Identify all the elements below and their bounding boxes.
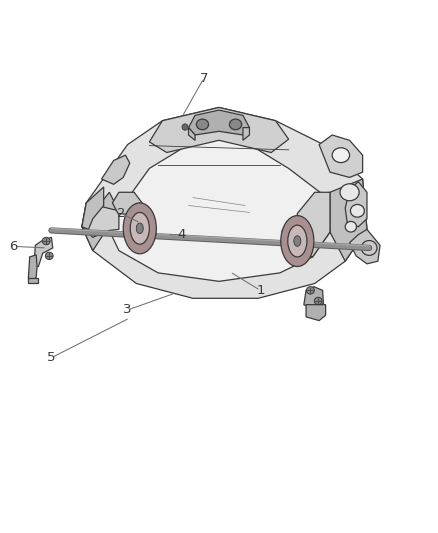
Ellipse shape [42, 237, 50, 245]
Ellipse shape [230, 119, 242, 130]
Polygon shape [82, 187, 104, 229]
Polygon shape [243, 127, 250, 140]
Ellipse shape [182, 124, 188, 130]
Polygon shape [34, 237, 53, 266]
Ellipse shape [196, 119, 208, 130]
Polygon shape [319, 135, 363, 177]
Text: 4: 4 [178, 228, 186, 241]
Polygon shape [113, 192, 143, 215]
Text: 6: 6 [9, 240, 18, 253]
Polygon shape [304, 287, 323, 310]
Text: 2: 2 [117, 207, 125, 220]
Text: 1: 1 [256, 284, 265, 297]
Polygon shape [188, 110, 250, 135]
Ellipse shape [361, 240, 377, 255]
Polygon shape [188, 127, 195, 140]
Ellipse shape [46, 252, 53, 260]
Polygon shape [306, 305, 325, 320]
Ellipse shape [136, 223, 143, 233]
Text: 3: 3 [124, 303, 132, 317]
Ellipse shape [294, 236, 301, 246]
Ellipse shape [350, 205, 364, 217]
Text: 5: 5 [47, 351, 56, 364]
Ellipse shape [332, 148, 350, 163]
Ellipse shape [123, 203, 156, 254]
Ellipse shape [130, 213, 149, 244]
Polygon shape [102, 155, 130, 184]
Polygon shape [345, 182, 367, 227]
Ellipse shape [307, 287, 314, 294]
Polygon shape [82, 192, 119, 251]
Ellipse shape [281, 216, 314, 266]
Polygon shape [330, 179, 367, 261]
Polygon shape [282, 230, 313, 257]
Ellipse shape [288, 225, 307, 257]
Ellipse shape [345, 221, 357, 232]
Polygon shape [149, 108, 289, 152]
Polygon shape [297, 192, 330, 257]
Polygon shape [28, 278, 39, 284]
Ellipse shape [314, 297, 322, 305]
Polygon shape [110, 136, 330, 281]
Polygon shape [350, 229, 380, 264]
Polygon shape [82, 203, 119, 237]
Polygon shape [125, 216, 156, 242]
Text: 7: 7 [200, 72, 208, 85]
Ellipse shape [340, 184, 359, 201]
Polygon shape [82, 108, 367, 298]
Polygon shape [28, 255, 37, 284]
